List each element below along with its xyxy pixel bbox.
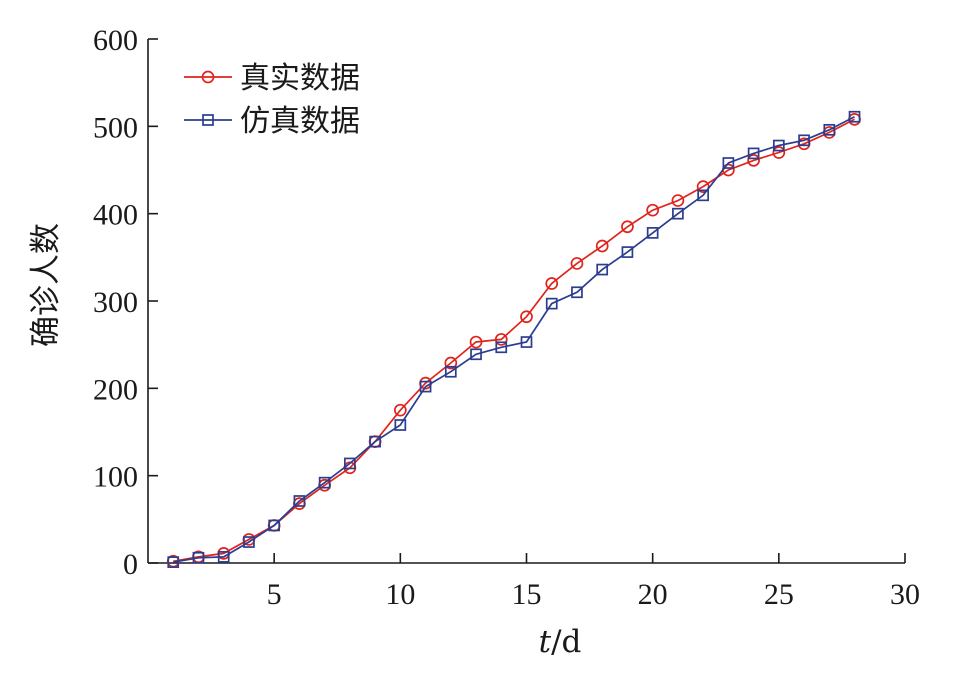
data-point	[444, 365, 457, 378]
legend-label: 仿真数据	[240, 104, 360, 139]
y-tick-label: 400	[93, 199, 138, 232]
data-point	[167, 556, 180, 568]
series-2	[167, 110, 861, 568]
x-tick-label: 15	[512, 578, 542, 611]
data-point	[672, 207, 684, 220]
data-point	[394, 419, 407, 431]
data-point	[318, 476, 331, 489]
data-point	[243, 536, 255, 548]
data-point	[369, 435, 381, 448]
x-tick-label: 10	[385, 578, 415, 611]
y-tick-label: 100	[93, 461, 138, 494]
data-point	[798, 134, 810, 147]
x-axis-title-italic: t	[539, 624, 552, 660]
x-axis-title: t/d	[539, 624, 582, 660]
data-point	[268, 519, 281, 532]
data-point	[747, 147, 760, 160]
x-tick-label: 30	[890, 578, 920, 611]
axes	[147, 38, 906, 564]
data-point	[469, 335, 483, 349]
data-point	[393, 403, 407, 417]
data-point	[596, 263, 609, 276]
y-tick-label: 0	[123, 548, 138, 581]
data-point	[293, 495, 306, 507]
data-point	[570, 257, 584, 270]
data-point	[696, 180, 710, 193]
data-point	[848, 110, 861, 123]
tick-labels: 0 100 200 300 400 500 600 5 10 15 20 25 30	[93, 24, 920, 611]
data-point	[621, 246, 634, 258]
series-layer	[166, 110, 861, 568]
data-point	[595, 239, 609, 253]
data-point	[217, 551, 230, 563]
data-point	[494, 333, 508, 346]
legend-marker	[201, 70, 215, 84]
x-axis-title-unit: /d	[551, 624, 581, 660]
data-point	[722, 157, 735, 169]
data-point	[571, 286, 583, 299]
data-point	[646, 203, 660, 217]
series-line	[173, 115, 855, 563]
data-point	[646, 227, 659, 239]
y-tick-label: 300	[93, 286, 138, 319]
data-point	[344, 457, 356, 470]
data-point	[671, 194, 685, 207]
x-tick-label: 20	[638, 578, 668, 611]
data-point	[495, 341, 508, 354]
data-point	[747, 154, 760, 167]
data-point	[520, 310, 533, 324]
data-point	[823, 123, 836, 136]
legend-marker	[202, 114, 214, 126]
data-point	[772, 146, 786, 159]
data-point	[192, 551, 205, 564]
y-tick-label: 200	[93, 373, 138, 406]
legend-entry: 仿真数据	[184, 104, 360, 139]
data-point	[419, 380, 432, 393]
y-axis-title: 确诊人数	[28, 223, 64, 347]
data-point	[545, 277, 559, 290]
data-point	[545, 297, 558, 310]
data-point	[621, 220, 634, 234]
x-tick-label: 5	[267, 578, 282, 611]
legend-label: 真实数据	[240, 61, 360, 96]
y-tick-label: 600	[93, 24, 138, 57]
series-line	[173, 118, 855, 563]
data-point	[470, 348, 482, 361]
legend-entry: 真实数据	[184, 61, 360, 96]
data-point	[772, 139, 785, 152]
data-point	[444, 356, 458, 370]
series-1	[166, 112, 861, 568]
x-tick-label: 25	[764, 578, 794, 611]
data-point	[697, 189, 709, 202]
y-tick-label: 500	[93, 111, 138, 144]
data-point	[520, 336, 533, 348]
